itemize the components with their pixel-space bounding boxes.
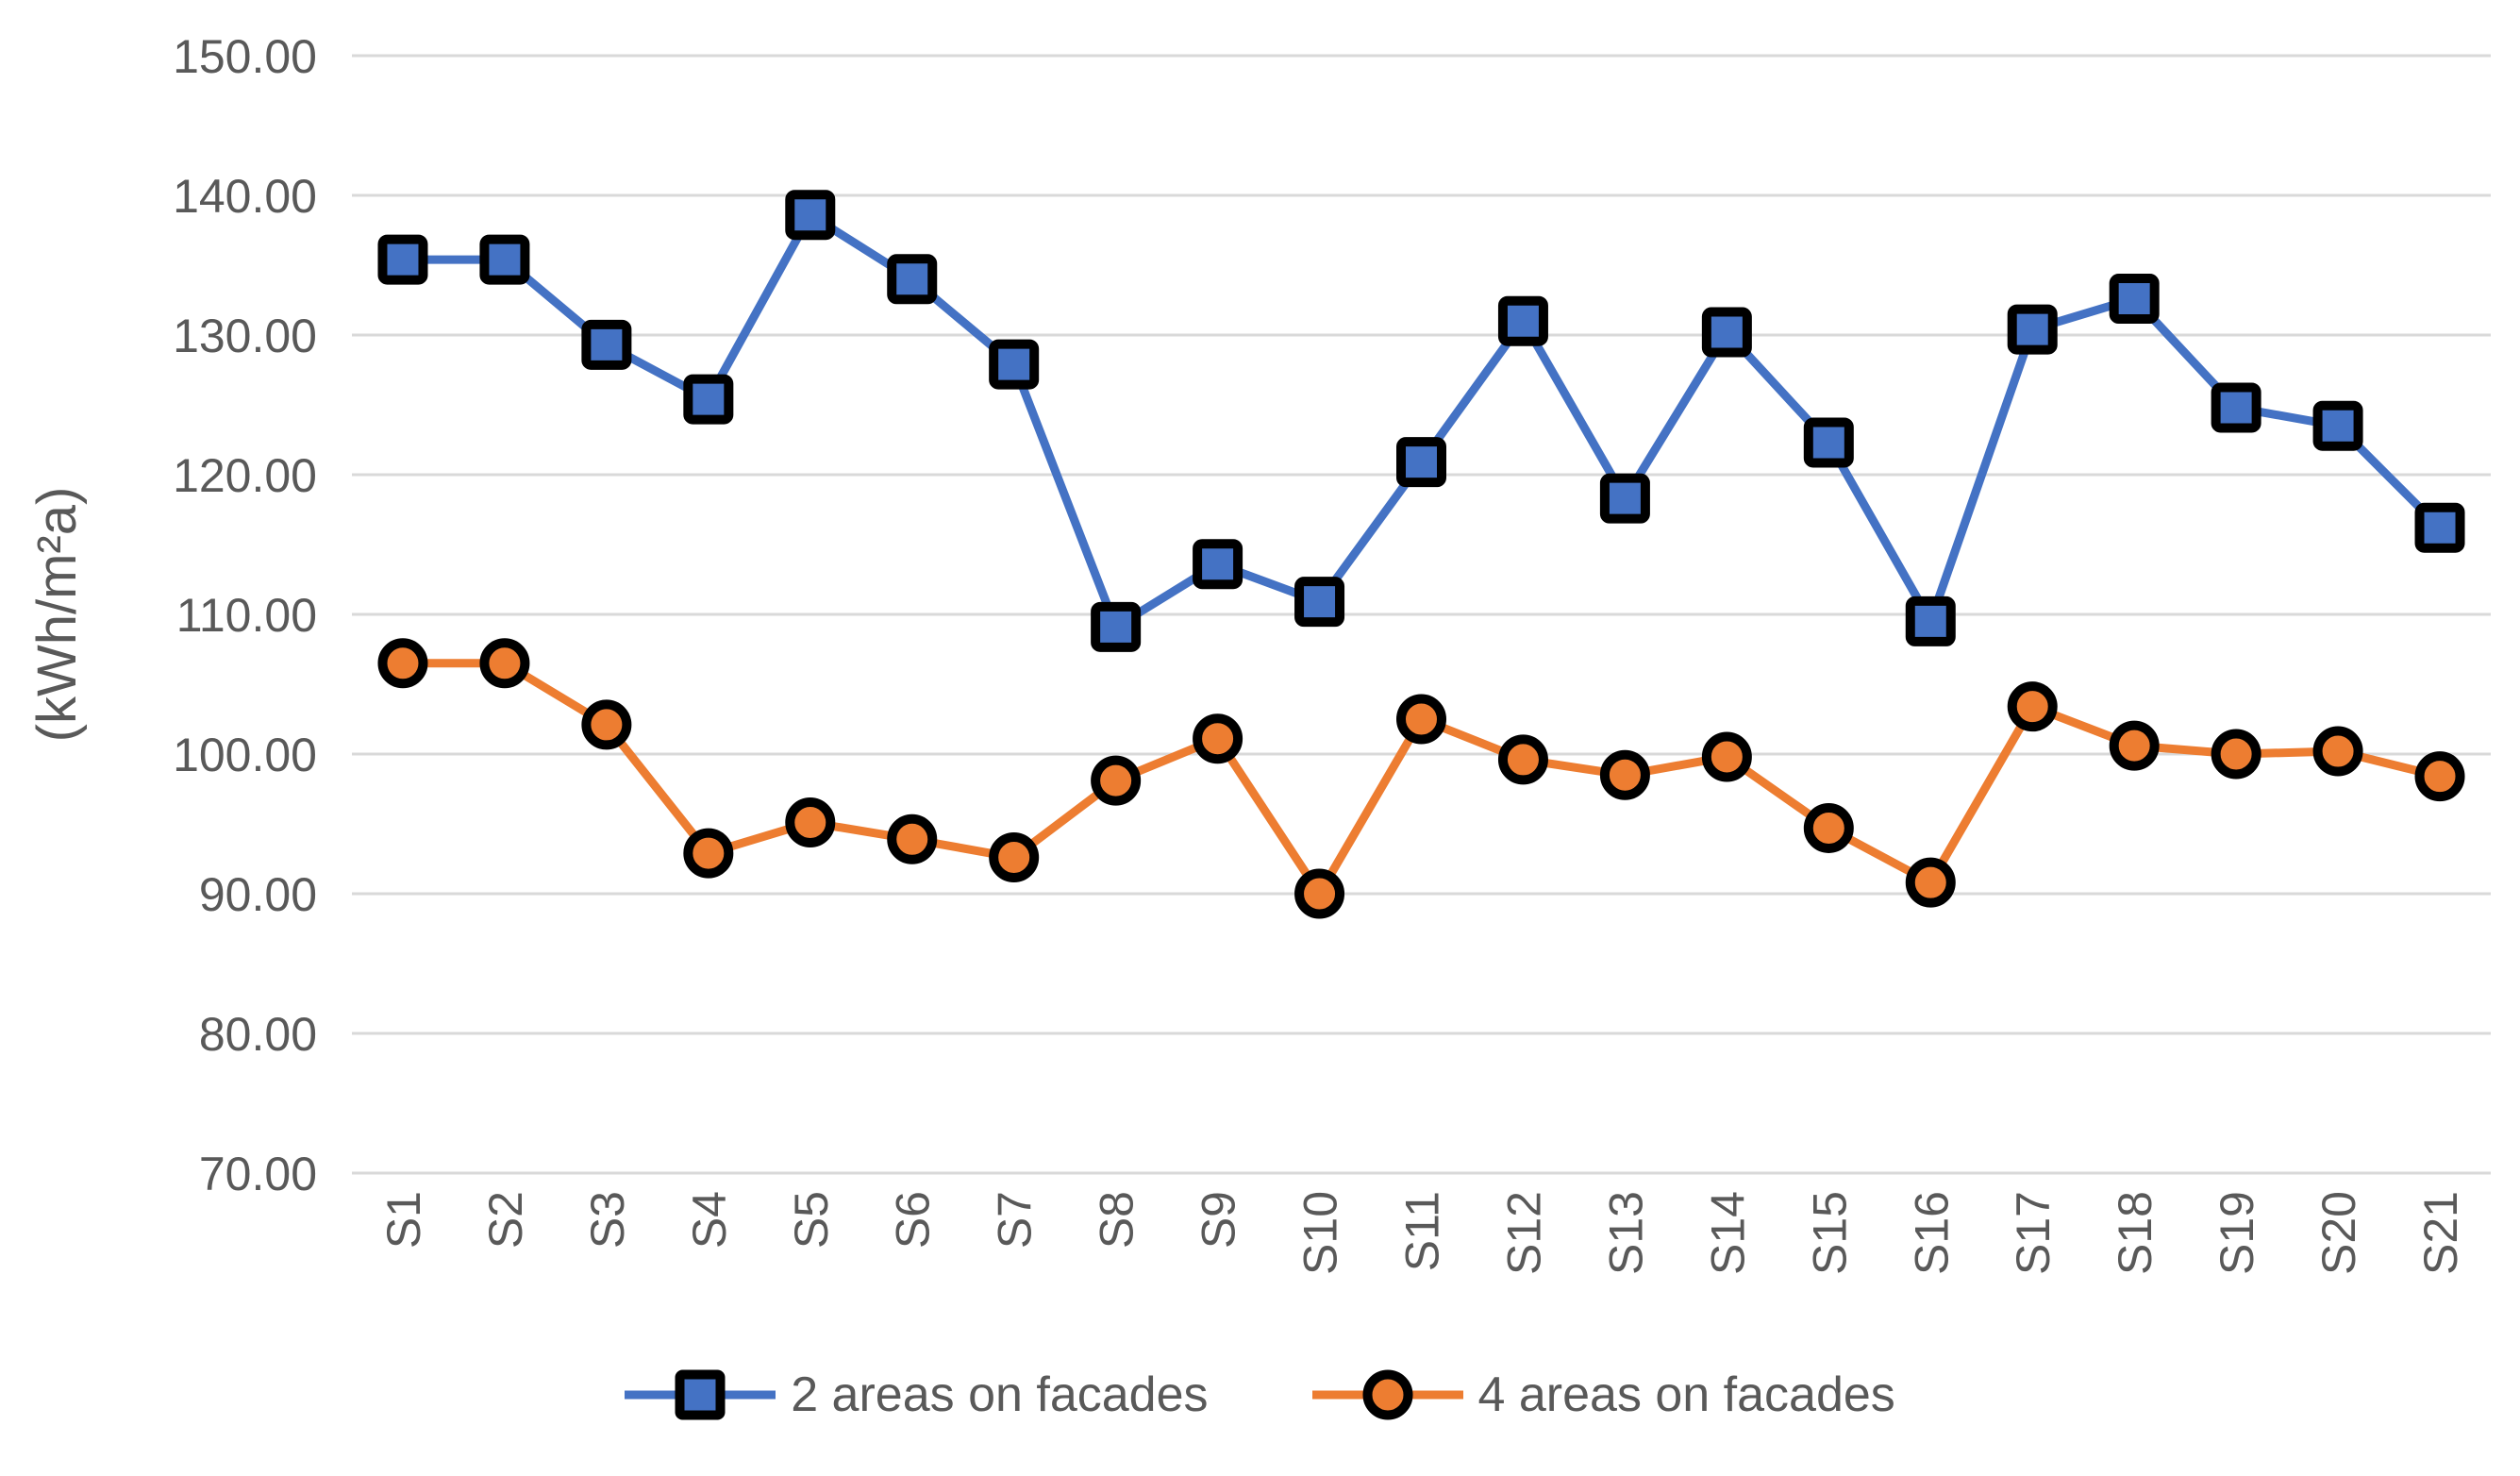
data-point-square bbox=[2007, 304, 2058, 355]
data-point-square bbox=[2109, 274, 2160, 325]
data-point-circle bbox=[989, 832, 1040, 883]
data-point-square bbox=[785, 190, 836, 241]
data-point-circle bbox=[1497, 734, 1548, 785]
data-point-square bbox=[1497, 295, 1548, 346]
data-point-square bbox=[1905, 595, 1956, 646]
data-point-circle bbox=[785, 797, 836, 848]
data-point-circle bbox=[683, 828, 734, 879]
data-point-square bbox=[479, 234, 530, 285]
x-tick-label: S2 bbox=[479, 1191, 532, 1249]
data-point-circle bbox=[1193, 713, 1243, 764]
data-point-square bbox=[1396, 437, 1446, 488]
x-tick-label: S7 bbox=[989, 1191, 1042, 1249]
data-point-circle bbox=[1599, 749, 1650, 800]
data-point-circle bbox=[377, 638, 428, 689]
x-tick-label: S14 bbox=[1701, 1191, 1754, 1275]
legend-swatch-4-areas bbox=[1311, 1367, 1463, 1423]
data-point-circle bbox=[2211, 729, 2261, 780]
data-point-square bbox=[887, 254, 938, 305]
x-tick-label: S18 bbox=[2109, 1191, 2161, 1275]
y-tick-label: 140.00 bbox=[173, 170, 317, 223]
legend-label-2-areas: 2 areas on facades bbox=[791, 1367, 1209, 1422]
data-point-square bbox=[1803, 417, 1854, 468]
data-point-circle bbox=[479, 638, 530, 689]
data-point-circle bbox=[1905, 857, 1956, 908]
data-point-circle bbox=[2109, 720, 2160, 771]
y-tick-label: 110.00 bbox=[176, 589, 317, 642]
data-point-circle bbox=[581, 699, 632, 750]
x-tick-label: S12 bbox=[1497, 1191, 1550, 1275]
data-point-square bbox=[1091, 601, 1142, 652]
data-point-square bbox=[1701, 307, 1752, 358]
y-tick-label: 120.00 bbox=[173, 449, 317, 502]
legend: 2 areas on facades 4 areas on facades bbox=[0, 1348, 2520, 1442]
data-point-circle bbox=[1091, 755, 1142, 806]
x-tick-label: S19 bbox=[2211, 1191, 2263, 1275]
x-tick-label: S15 bbox=[1803, 1191, 1856, 1275]
x-tick-label: S16 bbox=[1905, 1191, 1958, 1275]
data-point-square bbox=[2312, 400, 2363, 451]
y-tick-label: 80.00 bbox=[199, 1008, 317, 1061]
data-point-square bbox=[1193, 539, 1243, 590]
data-point-square bbox=[2414, 502, 2465, 553]
data-point-circle bbox=[1803, 802, 1854, 853]
data-point-square bbox=[1294, 577, 1345, 628]
y-axis-title: (kWh/m²a) bbox=[26, 487, 88, 743]
x-tick-label: S8 bbox=[1091, 1191, 1143, 1249]
legend-marker-square-icon bbox=[675, 1369, 726, 1420]
data-point-square bbox=[377, 234, 428, 285]
data-point-square bbox=[2211, 382, 2261, 433]
y-tick-label: 100.00 bbox=[173, 729, 317, 781]
data-point-square bbox=[1599, 473, 1650, 524]
legend-item-2-areas: 2 areas on facades bbox=[625, 1367, 1209, 1423]
x-tick-label: S10 bbox=[1294, 1191, 1347, 1275]
data-point-square bbox=[683, 374, 734, 425]
data-point-circle bbox=[2312, 726, 2363, 777]
x-tick-label: S17 bbox=[2007, 1191, 2060, 1275]
data-point-circle bbox=[887, 813, 938, 864]
data-point-circle bbox=[1294, 868, 1345, 919]
legend-label-4-areas: 4 areas on facades bbox=[1477, 1367, 1895, 1422]
x-tick-label: S11 bbox=[1396, 1191, 1449, 1271]
x-tick-label: S20 bbox=[2312, 1191, 2365, 1275]
x-tick-label: S5 bbox=[785, 1191, 838, 1249]
x-tick-label: S1 bbox=[377, 1191, 430, 1249]
data-point-circle bbox=[1396, 694, 1446, 745]
x-tick-label: S6 bbox=[887, 1191, 940, 1249]
x-tick-label: S4 bbox=[683, 1191, 736, 1249]
data-point-circle bbox=[2007, 681, 2058, 732]
legend-swatch-2-areas bbox=[625, 1367, 776, 1423]
data-point-square bbox=[989, 339, 1040, 390]
x-tick-label: S3 bbox=[581, 1191, 634, 1249]
data-point-circle bbox=[2414, 751, 2465, 802]
data-point-square bbox=[581, 319, 632, 370]
y-tick-label: 150.00 bbox=[173, 30, 317, 83]
y-tick-label: 90.00 bbox=[199, 868, 317, 921]
x-tick-label: S21 bbox=[2414, 1191, 2467, 1275]
data-point-circle bbox=[1701, 731, 1752, 782]
x-tick-label: S9 bbox=[1193, 1191, 1245, 1249]
y-tick-label: 130.00 bbox=[173, 310, 317, 362]
legend-item-4-areas: 4 areas on facades bbox=[1311, 1367, 1895, 1423]
legend-marker-circle-icon bbox=[1362, 1369, 1412, 1420]
x-tick-label: S13 bbox=[1599, 1191, 1652, 1275]
y-tick-label: 70.00 bbox=[199, 1148, 317, 1200]
